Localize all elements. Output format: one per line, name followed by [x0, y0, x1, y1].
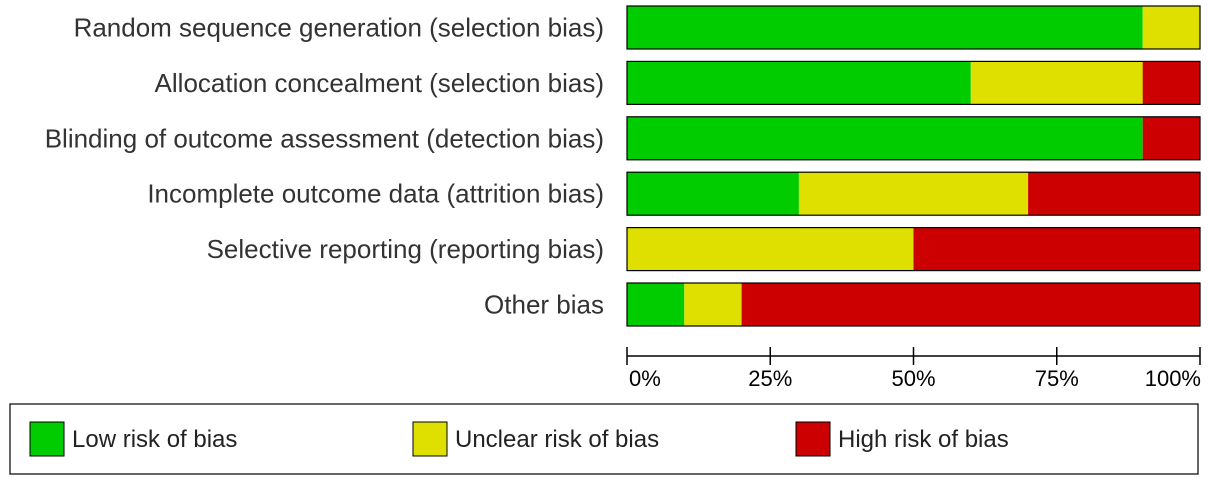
bar-segment [1142, 61, 1200, 105]
legend-swatch [412, 421, 448, 457]
legend-label: High risk of bias [838, 426, 1009, 453]
bar-outline [626, 116, 1201, 161]
legend-swatch [29, 421, 65, 457]
bar-outline [626, 5, 1201, 50]
bar-segment [627, 172, 799, 216]
x-tick-label: 75% [1035, 366, 1079, 391]
bar-segment [627, 227, 914, 271]
bar-outline [626, 282, 1201, 327]
row-label: Allocation concealment (selection bias) [155, 68, 604, 98]
row-label: Random sequence generation (selection bi… [74, 13, 604, 43]
bar-segment [627, 283, 685, 326]
bar-segment [684, 283, 742, 326]
bar-segment [1028, 172, 1200, 216]
legend-label: Unclear risk of bias [455, 426, 659, 453]
legend-label: Low risk of bias [72, 426, 237, 453]
row-label: Other bias [484, 290, 604, 320]
bar-outline [626, 60, 1201, 106]
bar-segment [1142, 6, 1200, 49]
bar-segment [741, 283, 1200, 326]
x-tick-label: 25% [748, 366, 792, 391]
x-axis: 0% 25% 50% 75% 100% [626, 347, 1201, 391]
legend-swatch [795, 421, 831, 457]
legend: Low risk of bias Unclear risk of bias High… [9, 403, 1199, 475]
x-tick-label: 0% [629, 366, 661, 391]
bar-outline [626, 171, 1201, 216]
bar-segment [627, 116, 1143, 160]
legend-box [9, 403, 1199, 475]
row-label: Incomplete outcome data (attrition bias) [147, 179, 604, 209]
x-tick-label: 100% [1145, 366, 1201, 391]
x-tick-label: 50% [891, 366, 935, 391]
bar-segment [1142, 116, 1200, 160]
bar-segment [627, 61, 971, 105]
bar-segment [627, 6, 1143, 49]
bar-outline [626, 227, 1201, 272]
row-labels: Random sequence generation (selection bi… [45, 13, 604, 320]
bar-segment [913, 227, 1200, 271]
row-label: Blinding of outcome assessment (detectio… [45, 123, 604, 153]
row-label: Selective reporting (reporting bias) [207, 234, 604, 264]
bar-segment [798, 172, 1029, 216]
bar-segment [970, 61, 1143, 105]
bars [626, 5, 1201, 327]
